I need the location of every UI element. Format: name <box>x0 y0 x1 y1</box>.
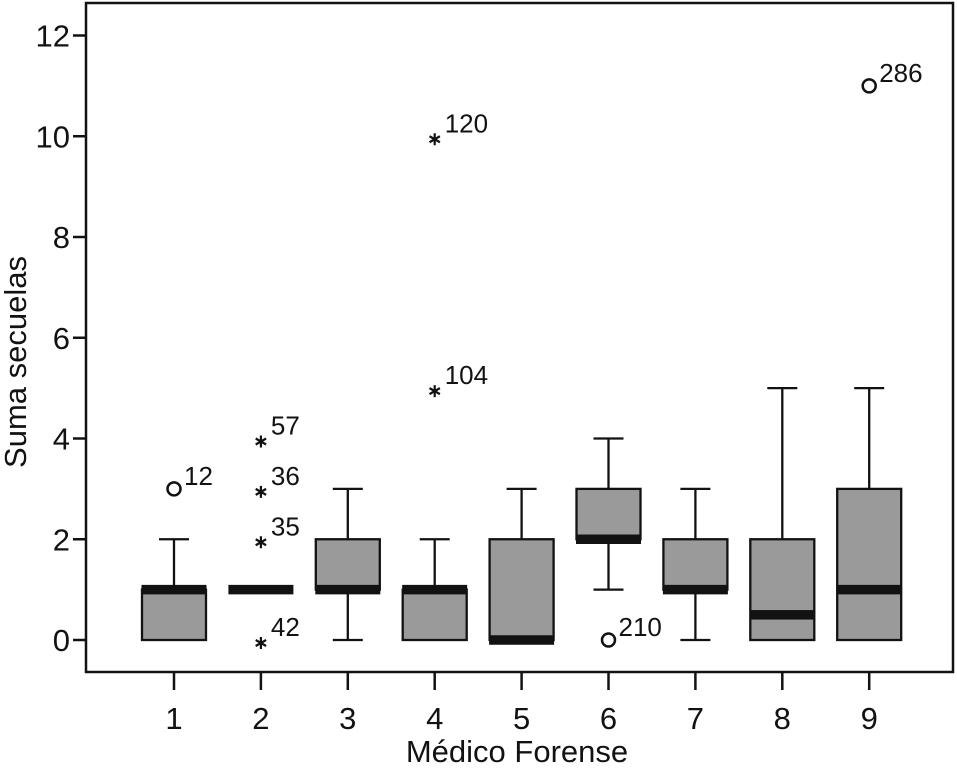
x-tick-label: 9 <box>861 701 878 736</box>
x-tick-label: 6 <box>600 701 617 736</box>
box-4-median <box>402 584 468 595</box>
outlier-circle-icon <box>600 632 617 648</box>
outlier-label: 57 <box>271 411 300 441</box>
y-tick-label: 0 <box>53 623 70 658</box>
x-tick-label: 1 <box>165 701 182 736</box>
box-3 <box>314 538 381 591</box>
x-tick-label: 4 <box>426 701 443 736</box>
outlier-label: 12 <box>184 461 213 491</box>
extreme-asterisk-icon <box>255 487 267 496</box>
y-axis-title: Suma secuelas <box>0 256 33 468</box>
x-tick-label: 3 <box>339 701 356 736</box>
outlier-circle-icon <box>861 78 877 94</box>
y-tick-label: 6 <box>53 321 70 356</box>
y-tick-label: 4 <box>53 422 70 457</box>
box-6-median <box>576 534 641 544</box>
box-5-median <box>489 635 555 645</box>
outlier-label: 120 <box>445 108 488 138</box>
y-tick-label: 2 <box>53 522 70 557</box>
box-7-median <box>662 584 728 595</box>
x-tick-label: 8 <box>774 701 791 736</box>
box-5 <box>488 538 555 642</box>
x-tick-label: 5 <box>513 701 530 736</box>
box-6 <box>575 487 642 541</box>
box-3-median <box>315 584 381 595</box>
box-1-median <box>141 584 207 595</box>
x-axis-title: Médico Forense <box>406 734 628 769</box>
outlier-label: 35 <box>271 511 300 541</box>
extreme-asterisk-icon <box>255 437 267 446</box>
box-9-median <box>836 584 902 595</box>
box-1 <box>140 588 208 642</box>
box-9 <box>836 487 903 642</box>
outlier-circle-icon <box>166 481 182 497</box>
box-8 <box>749 538 816 642</box>
y-tick-label: 8 <box>53 220 70 255</box>
box-4 <box>401 588 468 642</box>
outlier-label: 210 <box>619 612 662 642</box>
y-tick-label: 10 <box>36 119 70 154</box>
y-tick-label: 12 <box>36 19 70 54</box>
extreme-asterisk-icon <box>255 538 267 547</box>
extreme-asterisk-icon <box>428 387 441 396</box>
extreme-asterisk-icon <box>428 135 441 144</box>
outlier-label: 286 <box>879 58 922 88</box>
box-8-median <box>749 610 815 620</box>
outlier-label: 42 <box>271 612 300 642</box>
outlier-label: 104 <box>445 360 488 390</box>
extreme-asterisk-icon <box>255 639 267 647</box>
x-tick-label: 7 <box>687 701 704 736</box>
box-2-median <box>228 584 294 595</box>
x-tick-label: 2 <box>252 701 269 736</box>
outlier-label: 36 <box>271 461 300 491</box>
box-7 <box>662 538 729 591</box>
